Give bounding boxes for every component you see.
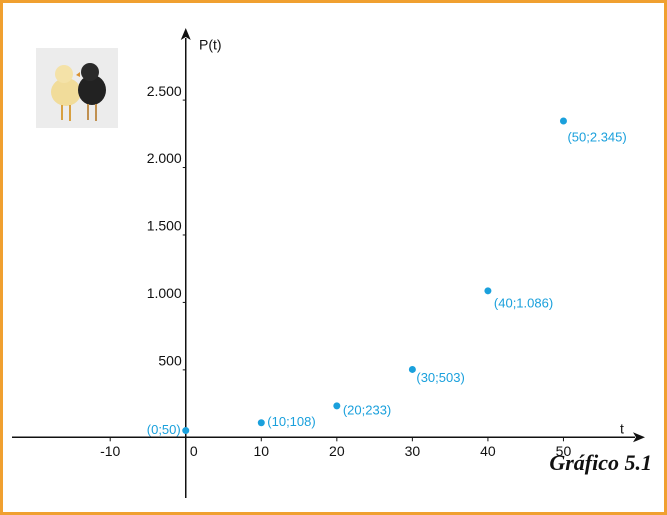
y-tick-label: 2.500 xyxy=(147,83,182,99)
x-axis-arrow xyxy=(633,432,645,443)
value-label: (50;2.345) xyxy=(567,129,626,144)
y-tick-label: 1.000 xyxy=(147,285,182,301)
x-tick-label: 20 xyxy=(329,443,345,459)
point xyxy=(182,427,190,435)
point xyxy=(257,419,265,427)
x-tick-label: 0 xyxy=(190,443,198,459)
point xyxy=(333,402,341,410)
value-label: (10;108) xyxy=(267,414,315,429)
value-label: (40;1.086) xyxy=(494,295,553,310)
y-tick-label: 500 xyxy=(158,353,182,369)
value-label: (30;503) xyxy=(416,370,464,385)
x-tick-label: 30 xyxy=(405,443,421,459)
chick-picture xyxy=(36,48,118,128)
y-axis-label: P(t) xyxy=(199,37,222,53)
value-label: (0;50) xyxy=(147,422,181,437)
point xyxy=(408,365,416,373)
value-label: (20;233) xyxy=(343,402,391,417)
x-tick-label: 10 xyxy=(254,443,270,459)
x-axis-label: t xyxy=(620,421,624,437)
x-tick-label: 50 xyxy=(556,443,572,459)
y-axis-arrow xyxy=(180,28,191,40)
caption: Gráfico 5.1 xyxy=(549,450,652,475)
point xyxy=(559,117,567,125)
x-tick-label: 40 xyxy=(480,443,496,459)
y-tick-label: 1.500 xyxy=(147,218,182,234)
x-tick-label: -10 xyxy=(100,443,120,459)
point xyxy=(484,287,492,295)
y-tick-label: 2.000 xyxy=(147,150,182,166)
